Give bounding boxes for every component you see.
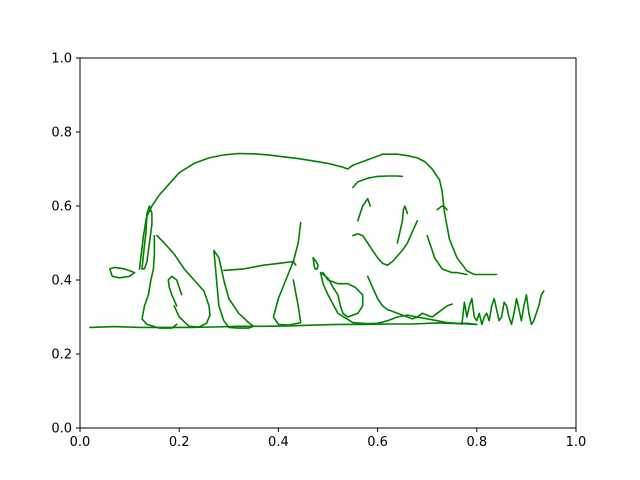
x-tick-label: 0.6	[367, 435, 388, 450]
series-line-9	[272, 221, 302, 326]
y-tick-label: 0.6	[51, 200, 72, 215]
series-line-11	[319, 271, 364, 318]
y-tick-label: 0.2	[51, 348, 72, 363]
plot-frame	[79, 57, 577, 429]
series-line-8	[223, 260, 297, 272]
x-tick-label: 0.2	[169, 435, 190, 450]
series-line-20	[461, 290, 545, 326]
y-tick-label: 0.0	[51, 422, 72, 437]
y-tick-label: 1.0	[51, 52, 72, 67]
x-tick-label: 0.8	[466, 435, 487, 450]
series-layer	[89, 152, 545, 329]
series-line-17	[396, 205, 409, 244]
series-line-1	[138, 152, 498, 276]
x-tick-label: 0.0	[70, 435, 91, 450]
x-tick-label: 0.4	[268, 435, 289, 450]
series-line-2	[141, 205, 153, 270]
series-line-18	[426, 234, 468, 276]
series-line-12	[319, 271, 478, 326]
y-tick-label: 0.8	[51, 126, 72, 141]
y-axis: 0.0 0.2 0.4 0.6 0.8 1.0	[51, 52, 80, 437]
series-line-19	[436, 205, 448, 211]
series-line-15	[357, 197, 371, 222]
series-line-3	[109, 266, 136, 279]
series-line-10	[312, 257, 319, 270]
x-tick-label: 1.0	[566, 435, 587, 450]
series-line-6	[167, 275, 183, 307]
y-tick-label: 0.4	[51, 274, 72, 289]
series-line-13	[366, 275, 453, 320]
series-line-5	[156, 234, 211, 328]
x-axis: 0.0 0.2 0.4 0.6 0.8 1.0	[70, 428, 587, 450]
series-line-4	[141, 234, 178, 329]
series-line-16	[352, 175, 404, 189]
series-line-14	[352, 220, 419, 266]
series-line-7	[213, 249, 255, 329]
